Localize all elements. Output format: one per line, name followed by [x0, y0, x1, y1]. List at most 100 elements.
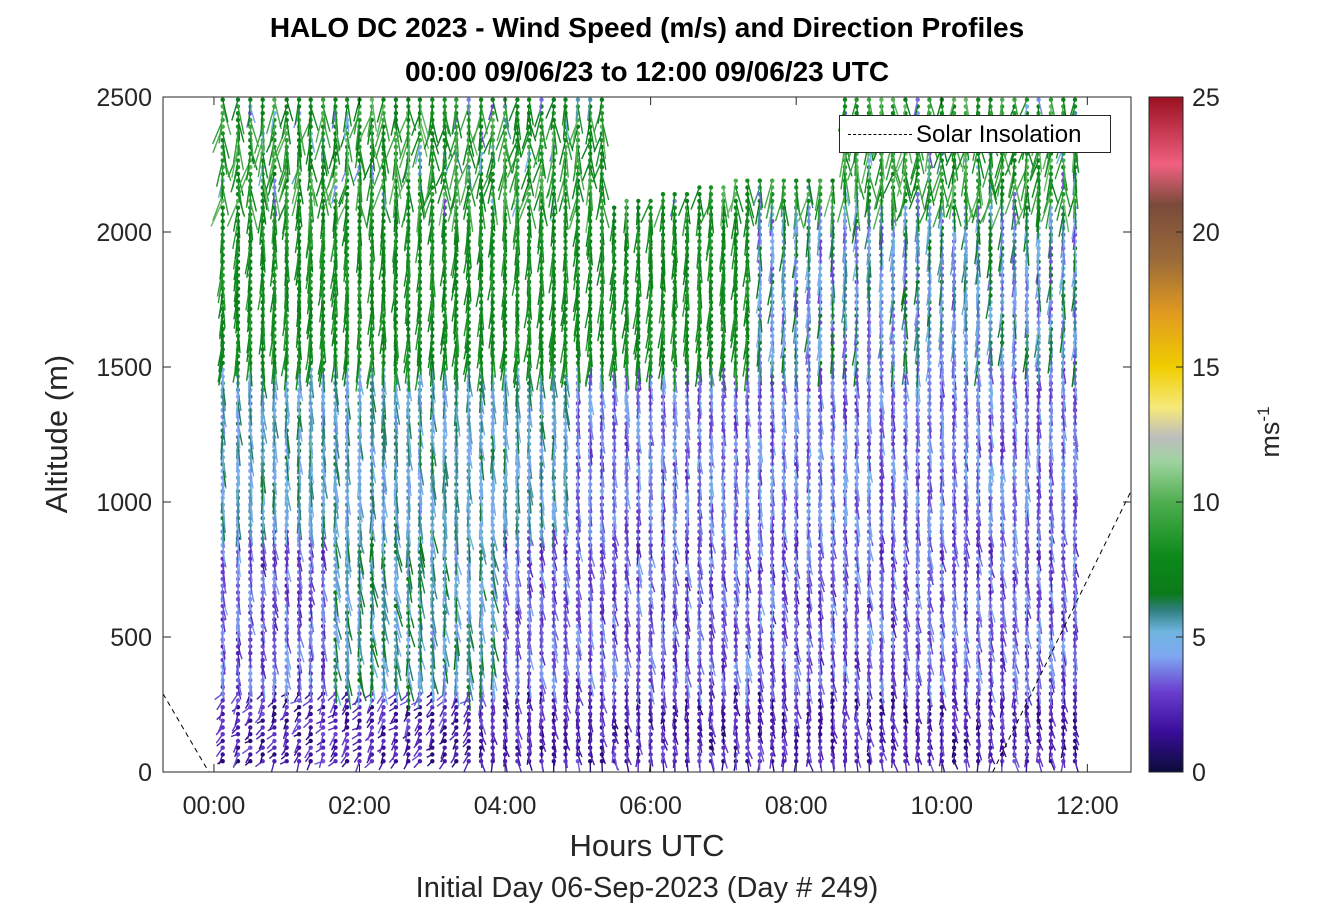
wind-barb [443, 99, 446, 128]
wind-barb [237, 666, 240, 684]
wind-barb [217, 720, 224, 734]
wind-barb-dot [235, 698, 241, 703]
wind-barb-dot [369, 725, 375, 730]
wind-barb-dot [248, 745, 253, 750]
chart-title: HALO DC 2023 - Wind Speed (m/s) and Dire… [269, 12, 1025, 43]
wind-barb [236, 551, 239, 568]
wind-barb [455, 423, 458, 447]
wind-barb [444, 605, 446, 629]
wind-barb [218, 707, 224, 721]
wind-barb-dot [357, 732, 362, 737]
wind-barb [334, 599, 337, 622]
wind-barb-dot [357, 745, 362, 750]
wind-barb-dot [466, 738, 471, 744]
wind-barb [231, 99, 239, 121]
wind-barb-dot [284, 718, 289, 723]
wind-barb-dot [417, 745, 423, 750]
wind-barb [357, 686, 361, 708]
wind-barb-dot [220, 205, 225, 210]
wind-barb-dot [248, 718, 253, 723]
wind-barb [346, 140, 349, 174]
wind-barb-dot [442, 97, 447, 102]
wind-barb [220, 322, 224, 348]
wind-barb-dot [284, 705, 289, 710]
wind-barb-dot [466, 732, 471, 737]
wind-barb-dot [235, 158, 241, 163]
wind-barb-dot [454, 711, 459, 717]
wind-barb [394, 646, 397, 668]
wind-barb-dot [220, 725, 225, 730]
wind-barb [248, 261, 251, 289]
wind-barb [333, 504, 337, 528]
wind-barb-dot [417, 97, 423, 102]
wind-barb [358, 207, 361, 233]
wind-barb-dot [308, 705, 313, 710]
wind-barb [394, 140, 397, 172]
wind-barb-dot [406, 718, 411, 723]
wind-barb [222, 133, 230, 159]
wind-barb [262, 673, 264, 690]
wind-barb-dot [248, 705, 253, 710]
wind-barb [222, 599, 229, 616]
wind-barb [233, 700, 239, 715]
wind-barb [504, 160, 507, 189]
wind-barb-dot [393, 725, 399, 730]
wind-barb-dot [393, 745, 399, 750]
wind-barb [237, 403, 242, 426]
wind-barb [237, 605, 240, 624]
wind-barb [394, 99, 397, 126]
wind-barb [232, 133, 239, 164]
wind-barb-dot [357, 752, 362, 757]
wind-barb-dot [466, 97, 471, 102]
wind-barb-dot [220, 738, 225, 744]
wind-barb [491, 538, 494, 560]
wind-barb [237, 173, 244, 197]
wind-barb [222, 423, 226, 446]
wind-barb-dot [417, 718, 423, 723]
wind-barb [220, 430, 224, 454]
wind-barb-dot [308, 718, 313, 723]
wind-barb-dot [272, 705, 277, 710]
wind-barb-dot [220, 198, 225, 204]
wind-barb-dot [344, 759, 350, 764]
wind-barb [222, 329, 225, 355]
wind-barb-dot [442, 732, 447, 737]
wind-barb-dot [296, 738, 302, 744]
wind-barb [218, 113, 224, 144]
wind-barb-dot [406, 97, 411, 102]
wind-barb-dot [381, 718, 386, 723]
wind-barb-dot [235, 725, 241, 730]
wind-barb-dot [430, 732, 435, 737]
wind-barb-dot [272, 732, 277, 737]
wind-barb [444, 241, 447, 271]
wind-barb [406, 119, 409, 148]
wind-barb [358, 599, 361, 617]
wind-barb-dot [220, 752, 225, 757]
wind-barb-dot [357, 718, 362, 723]
wind-barb-dot [296, 97, 302, 102]
wind-barb [310, 133, 316, 153]
wind-barb [262, 389, 265, 412]
wind-barb-dot [442, 759, 447, 764]
wind-barb-dot [417, 752, 423, 757]
wind-barb [286, 194, 289, 226]
wind-barb-dot [466, 759, 471, 764]
wind-barb [222, 518, 226, 542]
wind-barb-dot [235, 752, 241, 757]
wind-barb-dot [454, 738, 459, 744]
wind-barb [215, 160, 224, 187]
wind-barb-dot [369, 718, 375, 723]
wind-barb-dot [490, 97, 495, 102]
wind-barb [237, 430, 241, 449]
wind-barb [218, 362, 224, 386]
wind-barb [219, 288, 224, 313]
wind-barb [220, 376, 224, 397]
wind-barb-dot [417, 732, 423, 737]
wind-barb [231, 146, 239, 178]
wind-barb [236, 450, 239, 470]
wind-barb [237, 214, 241, 239]
wind-barb [285, 221, 288, 251]
wind-barb [322, 612, 325, 631]
wind-barb-dot [442, 718, 447, 723]
wind-barb [455, 686, 460, 707]
